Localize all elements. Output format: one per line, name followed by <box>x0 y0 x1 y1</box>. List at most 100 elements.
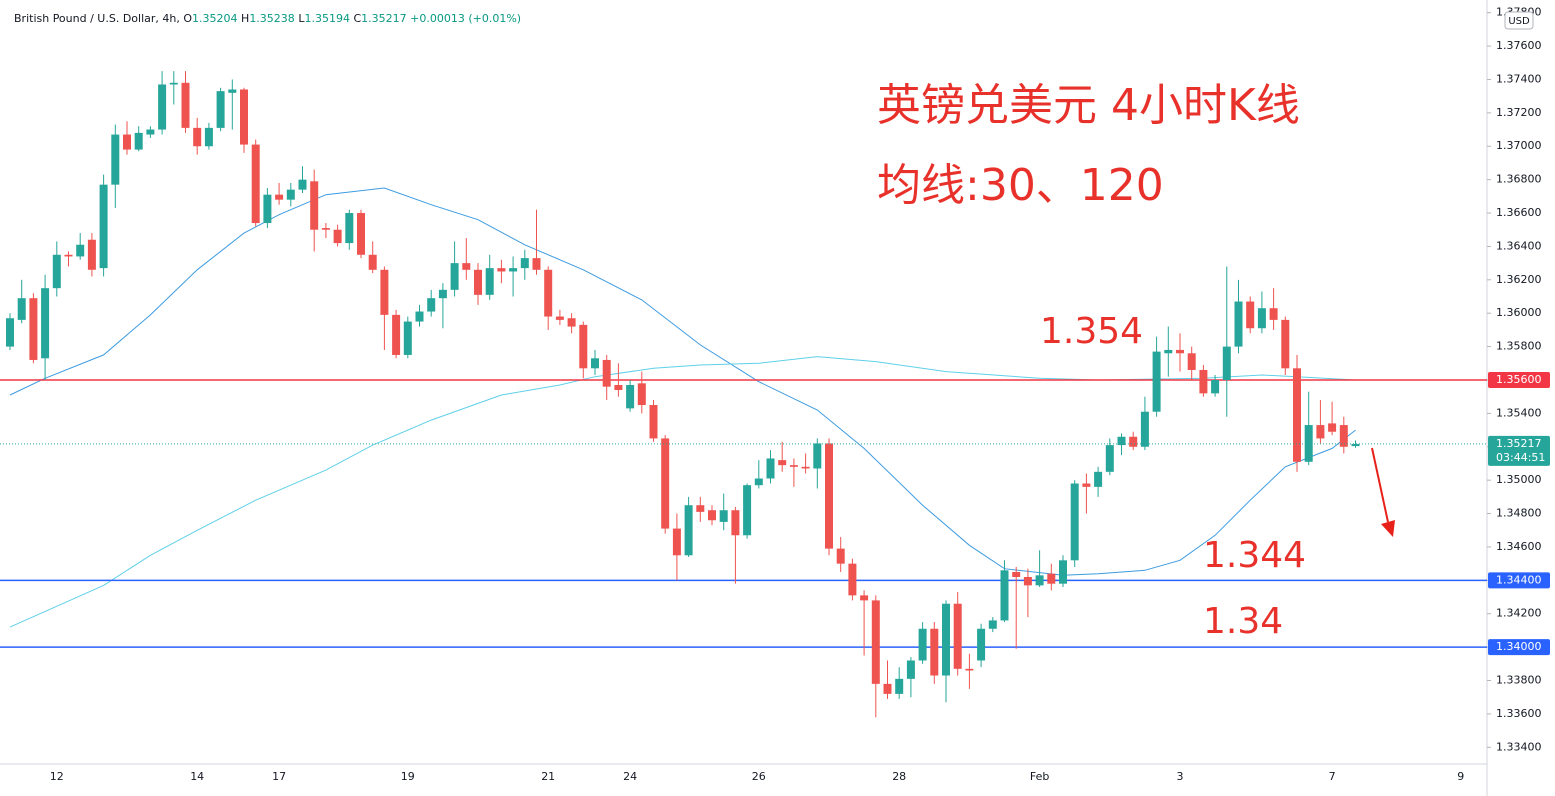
level-badge <box>1488 371 1550 388</box>
candle-body <box>731 510 740 536</box>
x-tick-label: 24 <box>623 770 637 783</box>
ohlc-label: O <box>183 12 193 25</box>
candle-body <box>825 443 833 549</box>
level-label: 1.34400 <box>1496 573 1542 586</box>
candle-body <box>696 505 705 512</box>
level-badge <box>1488 639 1550 656</box>
candle-body <box>76 244 85 257</box>
candle-body <box>532 258 541 270</box>
candle-body <box>988 620 997 629</box>
candle-body <box>719 510 728 522</box>
arrow <box>1371 447 1389 523</box>
y-tick-label: 1.37400 <box>1496 72 1542 85</box>
ohlc-label: H <box>241 12 250 25</box>
candle-body <box>977 628 986 661</box>
x-tick-label: 9 <box>1457 770 1464 783</box>
candle-body <box>942 603 950 676</box>
y-tick-label: 1.33800 <box>1496 674 1542 687</box>
y-tick-label: 1.35800 <box>1496 340 1542 353</box>
y-tick-label: 1.33600 <box>1496 707 1542 720</box>
candle-body <box>263 194 272 224</box>
countdown: 03:44:51 <box>1496 451 1545 464</box>
candle-body <box>555 316 564 320</box>
candle-body <box>509 268 518 272</box>
annotation: 1.344 <box>1203 535 1306 576</box>
candle-body <box>649 405 658 439</box>
candle-body <box>99 184 108 269</box>
candle-body <box>17 298 26 320</box>
candle-body <box>1211 379 1220 394</box>
candle-body <box>684 505 693 556</box>
change: +0.00013 (+0.01%) <box>410 12 522 25</box>
candle-body <box>965 668 974 671</box>
candle-body <box>906 660 915 679</box>
y-tick-label: 1.35000 <box>1496 473 1542 486</box>
candle-body <box>1023 577 1032 586</box>
candle-body <box>427 298 436 312</box>
candle-body <box>871 600 880 684</box>
candle-body <box>567 318 576 327</box>
y-tick-label: 1.36600 <box>1496 206 1542 219</box>
y-tick-label: 1.36200 <box>1496 273 1542 286</box>
candle-body <box>41 288 50 359</box>
x-tick-label: 17 <box>272 770 286 783</box>
candle-body <box>860 595 869 601</box>
ohlc-value: 1.35217 <box>361 12 407 25</box>
candle-body <box>1222 346 1231 380</box>
candle-body <box>602 359 611 387</box>
candle-body <box>193 127 202 147</box>
candle-body <box>637 383 646 406</box>
candle-body <box>415 311 424 322</box>
candle-body <box>1012 571 1021 578</box>
candle-body <box>1187 353 1196 370</box>
y-tick-label: 1.34200 <box>1496 607 1542 620</box>
candle-body <box>403 321 412 355</box>
candle-body <box>1070 483 1079 561</box>
candle-body <box>1082 483 1091 487</box>
y-tick-label: 1.37000 <box>1496 139 1542 152</box>
candle-body <box>743 485 752 536</box>
candle-body <box>766 458 775 479</box>
candle-body <box>1199 369 1208 394</box>
candle-body <box>1059 560 1067 584</box>
candle-body <box>1316 425 1325 439</box>
candle-body <box>87 239 96 270</box>
y-tick-label: 1.34600 <box>1496 540 1542 553</box>
candle-body <box>1129 436 1138 447</box>
candle-body <box>1047 573 1056 584</box>
candle-body <box>204 127 213 147</box>
candle-body <box>345 213 354 244</box>
x-tick-label: 19 <box>401 770 415 783</box>
candle-body <box>286 189 295 200</box>
candle-body <box>836 548 845 564</box>
candle-body <box>497 268 506 272</box>
x-tick-label: 14 <box>190 770 204 783</box>
x-tick-label: 12 <box>50 770 64 783</box>
candle-body <box>216 91 225 128</box>
candle-body <box>146 129 155 135</box>
currency: USD <box>1508 16 1530 27</box>
candle-body <box>310 181 319 230</box>
candle-body <box>181 82 190 128</box>
candle-body <box>158 84 167 130</box>
header: British Pound / U.S. Dollar, 4h, O1.3520… <box>14 12 525 25</box>
annotation: 英镑兑美元 4小时K线 <box>877 80 1300 131</box>
candle-body <box>801 466 810 469</box>
candle-body <box>1035 575 1044 586</box>
candle-body <box>368 254 377 270</box>
candle-body <box>672 528 681 556</box>
annotation: 1.34 <box>1203 601 1283 642</box>
candle-body <box>1152 351 1161 412</box>
candle-body <box>111 134 120 185</box>
candle-body <box>134 132 143 150</box>
candle-body <box>228 89 237 93</box>
ohlc-value: 1.35238 <box>249 12 295 25</box>
ohlc-label: L <box>298 12 305 25</box>
x-tick-label: 26 <box>752 770 766 783</box>
candle-body <box>1281 319 1290 369</box>
candle-body <box>462 263 471 270</box>
candle-body <box>883 683 892 694</box>
candle-body <box>1257 308 1266 329</box>
